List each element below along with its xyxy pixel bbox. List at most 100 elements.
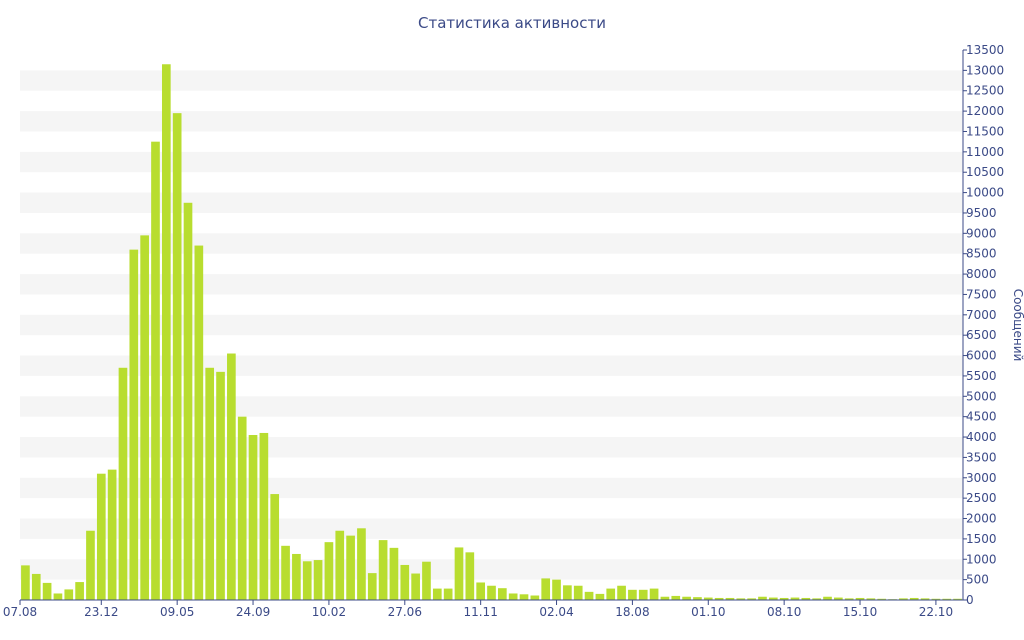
bar bbox=[498, 588, 507, 600]
bar bbox=[920, 598, 930, 600]
bar bbox=[151, 141, 160, 601]
x-tick-label: 09.05 bbox=[160, 605, 194, 619]
y-tick-label: 10500 bbox=[966, 165, 1004, 179]
bar bbox=[194, 245, 204, 600]
bar bbox=[779, 597, 789, 600]
bar bbox=[205, 367, 215, 600]
y-tick-label: 10000 bbox=[966, 186, 1004, 200]
bar bbox=[107, 469, 117, 600]
grid-band bbox=[20, 477, 963, 499]
bar bbox=[443, 588, 453, 600]
y-tick-label: 8500 bbox=[966, 247, 997, 261]
bar bbox=[335, 530, 345, 600]
y-tick-label: 13000 bbox=[966, 63, 1004, 77]
bar bbox=[866, 598, 876, 600]
bar bbox=[519, 594, 529, 600]
bar bbox=[96, 473, 106, 600]
bar-series bbox=[21, 64, 962, 601]
bar bbox=[899, 598, 908, 600]
bar bbox=[595, 593, 605, 600]
grid-band bbox=[20, 192, 963, 213]
bar bbox=[953, 598, 962, 600]
bar bbox=[790, 597, 800, 600]
bar bbox=[42, 582, 52, 600]
grid-band bbox=[20, 233, 963, 254]
bar bbox=[292, 553, 301, 600]
y-axis-title: Сообщений bbox=[1011, 289, 1024, 362]
bar bbox=[259, 432, 269, 600]
x-tick-label: 10.02 bbox=[312, 605, 346, 619]
bar bbox=[584, 591, 594, 600]
bar bbox=[118, 367, 128, 600]
bar bbox=[530, 595, 540, 600]
y-tick-label: 3500 bbox=[966, 450, 997, 464]
bar bbox=[823, 596, 832, 600]
y-tick-label: 13500 bbox=[966, 43, 1004, 57]
bar bbox=[346, 535, 355, 600]
bar bbox=[909, 597, 919, 600]
y-tick-label: 1500 bbox=[966, 532, 997, 546]
y-tick-label: 12000 bbox=[966, 104, 1004, 118]
grid-band bbox=[20, 111, 963, 132]
y-tick-label: 4500 bbox=[966, 410, 997, 424]
bar bbox=[53, 593, 63, 600]
y-tick-label: 6000 bbox=[966, 349, 997, 363]
bar bbox=[31, 573, 41, 600]
bar bbox=[476, 582, 485, 600]
bar bbox=[714, 597, 724, 600]
x-tick-label: 18.08 bbox=[615, 605, 649, 619]
y-tick-label: 8000 bbox=[966, 267, 997, 281]
y-tick-label: 500 bbox=[966, 573, 989, 587]
bar bbox=[942, 598, 952, 600]
bar bbox=[378, 540, 388, 600]
bar bbox=[454, 547, 464, 600]
grid-band bbox=[20, 70, 963, 91]
y-axis: 0 500 1000 1500 2000 2500 3000 3500 4000 4500 5000… bbox=[962, 43, 1004, 607]
bar bbox=[313, 560, 323, 600]
x-tick-label: 02.04 bbox=[539, 605, 573, 619]
bar bbox=[389, 547, 399, 600]
bar bbox=[281, 545, 290, 600]
y-tick-label: 5000 bbox=[966, 389, 997, 403]
bar bbox=[606, 588, 616, 600]
bar bbox=[855, 597, 865, 600]
bar bbox=[367, 573, 377, 600]
bar bbox=[140, 235, 149, 600]
bar bbox=[302, 561, 312, 600]
bar bbox=[812, 598, 822, 600]
bar bbox=[671, 595, 681, 600]
bar bbox=[432, 588, 442, 600]
y-tick-label: 3000 bbox=[966, 471, 997, 485]
bar bbox=[172, 113, 182, 601]
bar bbox=[703, 597, 713, 600]
bar bbox=[834, 597, 843, 600]
y-tick-label: 1000 bbox=[966, 552, 997, 566]
y-tick-label: 9500 bbox=[966, 206, 997, 220]
x-tick-label: 11.11 bbox=[463, 605, 497, 619]
bar bbox=[248, 435, 258, 600]
bar bbox=[747, 598, 756, 600]
grid-band bbox=[20, 396, 963, 417]
bar bbox=[465, 552, 475, 600]
bar bbox=[693, 597, 702, 600]
bar bbox=[324, 542, 334, 600]
grid-band bbox=[20, 437, 963, 458]
grid-band bbox=[20, 518, 963, 539]
bar bbox=[183, 202, 193, 600]
bar bbox=[801, 597, 811, 600]
bar bbox=[487, 585, 496, 600]
bar bbox=[573, 585, 583, 600]
grid-band bbox=[20, 151, 963, 173]
bar bbox=[508, 593, 518, 600]
y-tick-label: 9000 bbox=[966, 226, 997, 240]
x-tick-label: 27.06 bbox=[388, 605, 422, 619]
bar bbox=[422, 561, 431, 600]
bar bbox=[64, 589, 74, 600]
y-tick-label: 11000 bbox=[966, 145, 1004, 159]
bar bbox=[638, 589, 648, 600]
bar bbox=[541, 578, 551, 600]
grid-band bbox=[20, 355, 963, 376]
x-tick-label: 08.10 bbox=[767, 605, 801, 619]
y-tick-label: 6500 bbox=[966, 328, 997, 342]
y-tick-label: 0 bbox=[966, 593, 974, 607]
